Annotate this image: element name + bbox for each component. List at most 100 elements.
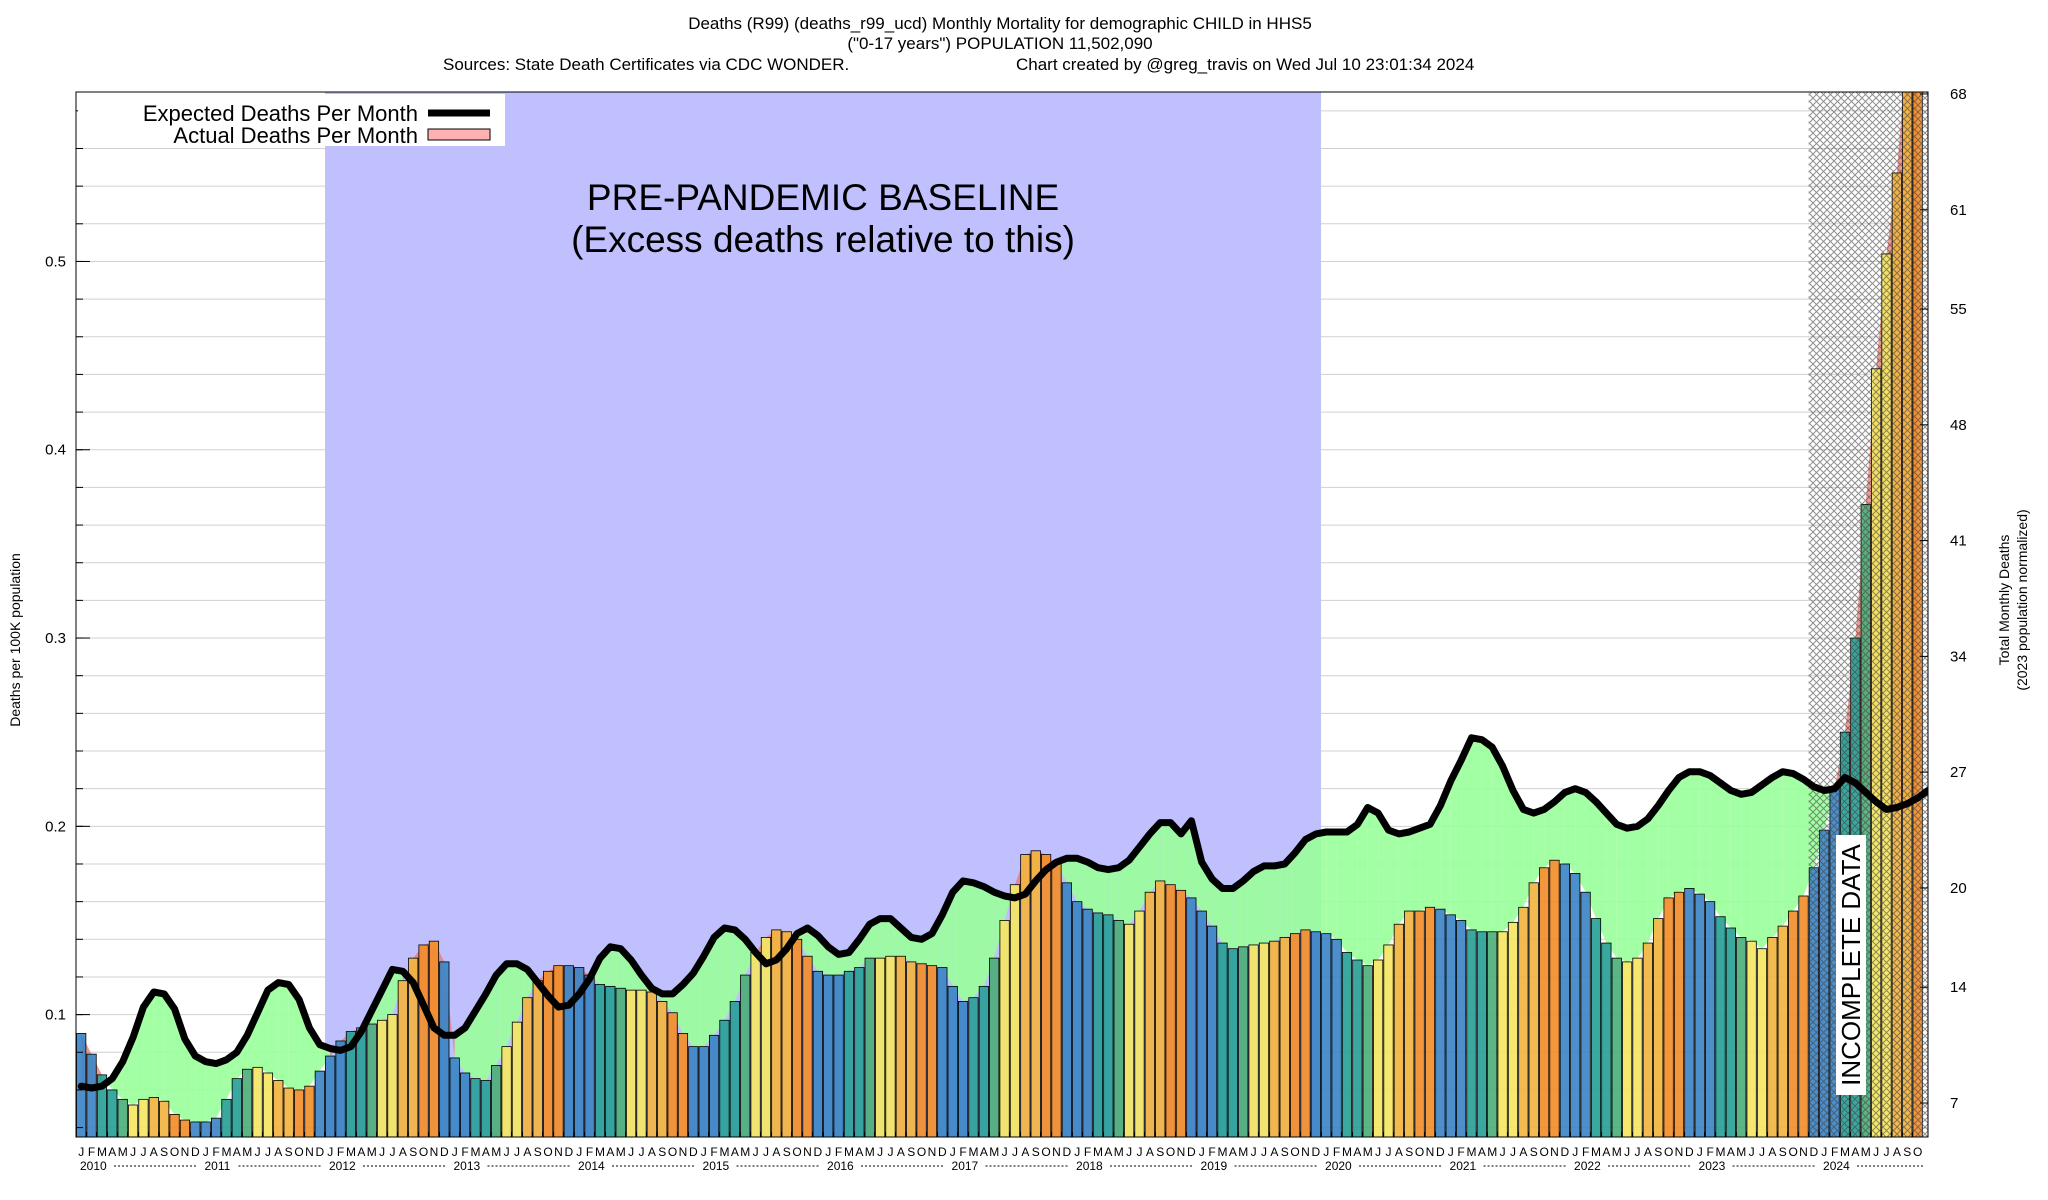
- deficit-segment: [1533, 809, 1545, 883]
- x-month-label: J: [1074, 1145, 1080, 1159]
- legend: Expected Deaths Per Month Actual Deaths …: [78, 94, 505, 148]
- y2-tick-label: 41: [1950, 533, 1967, 550]
- bar-89: [999, 920, 1010, 1137]
- x-month-label: N: [554, 1145, 563, 1159]
- bar-45: [542, 970, 554, 1137]
- x-month-label: S: [658, 1145, 666, 1159]
- x-month-label: A: [606, 1145, 614, 1159]
- x-month-label: A: [1851, 1145, 1859, 1159]
- year-label-bg: [78, 1158, 112, 1172]
- x-year-label: 2019: [1201, 1159, 1228, 1173]
- bar-165: [1788, 910, 1799, 1137]
- x-month-label: J: [763, 1145, 769, 1159]
- x-year-label: 2015: [703, 1159, 730, 1173]
- left-y-axis: 0.1 0.2 0.3 0.4 0.5: [45, 110, 90, 1129]
- x-month-label: M: [844, 1145, 854, 1159]
- y2-tick-label: 61: [1950, 202, 1967, 219]
- x-year-label: 2012: [329, 1159, 356, 1173]
- x-month-label: J: [203, 1145, 209, 1159]
- bar-52: [615, 987, 626, 1137]
- deficit-segment: [703, 937, 715, 1047]
- bar-58: [677, 1033, 689, 1137]
- bar-87: [978, 985, 989, 1137]
- x-month-label: S: [1530, 1145, 1538, 1159]
- bar-91: [1020, 854, 1031, 1137]
- x-month-label: N: [1052, 1145, 1061, 1159]
- deficit-segment: [911, 937, 922, 964]
- deficit-segment: [1315, 831, 1327, 934]
- x-month-label: N: [1301, 1145, 1310, 1159]
- deficit-segment: [1139, 833, 1150, 912]
- chart-title-line-2: ("0-17 years") POPULATION 11,502,090: [847, 34, 1152, 53]
- x-month-label: N: [1550, 1145, 1559, 1159]
- year-label-bg: [1198, 1158, 1233, 1172]
- bar-75: [854, 967, 865, 1137]
- x-month-label: F: [835, 1145, 842, 1159]
- bar-34: [428, 940, 440, 1137]
- x-month-label: F: [88, 1145, 95, 1159]
- deficit-segment: [1575, 788, 1586, 893]
- deficit-segment: [1772, 771, 1783, 938]
- deficit-segment: [1398, 831, 1410, 925]
- deficit-segment: [1668, 777, 1679, 898]
- deficit-segment: [724, 928, 735, 1021]
- x-year-label: 2016: [827, 1159, 854, 1173]
- y2-axis-label-line-1: Total Monthly Deaths: [1996, 535, 2012, 666]
- bar-152: [1653, 918, 1664, 1137]
- incomplete-label-background: [1835, 835, 1866, 1095]
- bar-95: [1061, 882, 1072, 1137]
- bar-41: [501, 1046, 512, 1137]
- deficit-segment: [1658, 790, 1669, 919]
- x-year-label: 2011: [205, 1159, 231, 1173]
- x-month-label: A: [482, 1145, 490, 1159]
- bar-144: [1570, 872, 1581, 1137]
- bar-21: [293, 1089, 305, 1137]
- x-month-label: J: [1624, 1145, 1630, 1159]
- x-month-label: A: [108, 1145, 116, 1159]
- x-month-label: J: [1697, 1145, 1703, 1159]
- bar-74: [843, 970, 855, 1137]
- x-month-label: F: [710, 1145, 717, 1159]
- deficit-segment: [1243, 871, 1254, 947]
- bar-158: [1715, 916, 1726, 1137]
- bar-80: [906, 961, 917, 1137]
- deficit-segment: [1678, 771, 1690, 893]
- x-month-label: J: [130, 1145, 136, 1159]
- x-month-label: J: [877, 1145, 883, 1159]
- deficit-segment: [1450, 760, 1462, 921]
- y2-tick-label: 14: [1950, 979, 1967, 996]
- x-month-label: M: [1217, 1145, 1227, 1159]
- right-y-axis: 7 14 20 27 34 41 48 55 61 68: [1920, 86, 1967, 1112]
- deficit-segment: [1720, 783, 1731, 928]
- bar-17: [252, 1066, 263, 1137]
- x-month-label: N: [430, 1145, 439, 1159]
- x-month-label: F: [959, 1145, 966, 1159]
- bar-77: [875, 957, 886, 1137]
- x-month-label: M: [221, 1145, 231, 1159]
- x-month-label: J: [1572, 1145, 1578, 1159]
- y2-tick-label: 34: [1950, 648, 1967, 665]
- deficit-segment: [1492, 747, 1503, 932]
- bar-7: [148, 1097, 159, 1137]
- deficit-segment: [880, 918, 891, 959]
- x-month-label: O: [419, 1145, 428, 1159]
- deficit-segment: [1232, 880, 1244, 949]
- bar-40: [491, 1065, 502, 1137]
- x-month-label: M: [968, 1145, 978, 1159]
- deficit-segment: [475, 993, 486, 1081]
- deficit-segment: [869, 918, 881, 959]
- bar-85: [958, 1001, 969, 1137]
- x-month-label: S: [285, 1145, 293, 1159]
- x-month-label: O: [294, 1145, 303, 1159]
- y2-tick-label: 68: [1950, 86, 1967, 103]
- deficit-segment: [1637, 818, 1648, 959]
- deficit-segment: [1730, 790, 1742, 938]
- bar-22: [304, 1085, 315, 1137]
- x-month-label: M: [1736, 1145, 1746, 1159]
- bar-5: [127, 1104, 139, 1137]
- chart-sources: Sources: State Death Certificates via CD…: [443, 55, 849, 74]
- incomplete-data-region: [1808, 92, 1928, 1137]
- deficit-segment: [1544, 801, 1555, 868]
